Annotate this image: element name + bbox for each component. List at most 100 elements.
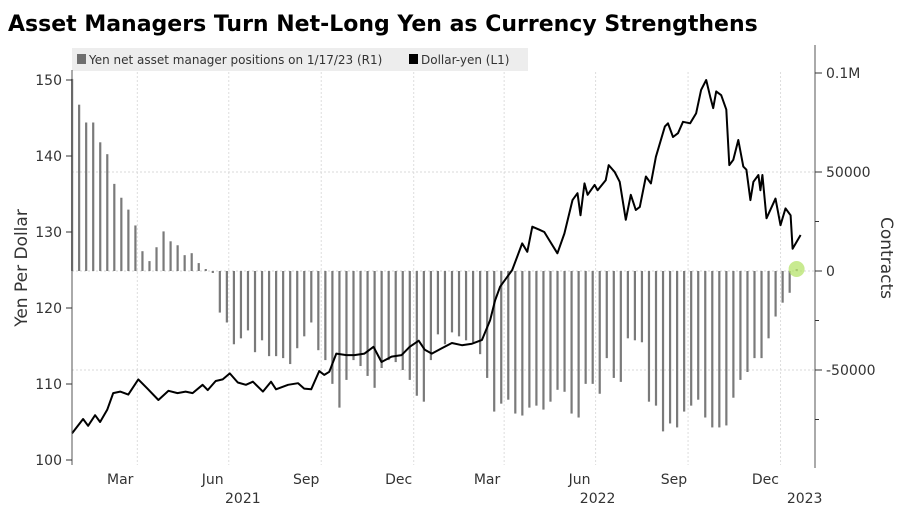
position-bar xyxy=(570,271,573,414)
position-bar xyxy=(676,271,679,428)
position-bar xyxy=(127,209,130,271)
position-bar xyxy=(422,271,425,402)
position-bar xyxy=(683,271,686,412)
x-month-label: Jun xyxy=(568,472,591,488)
position-bar xyxy=(746,271,749,372)
position-bar xyxy=(246,271,250,331)
position-bar xyxy=(640,271,644,343)
position-bar xyxy=(619,271,622,382)
position-bar xyxy=(275,271,278,357)
position-bar xyxy=(711,271,714,428)
position-bar xyxy=(99,142,102,271)
position-bar xyxy=(753,271,756,359)
position-bar xyxy=(282,271,285,359)
position-bar xyxy=(380,271,383,369)
position-bar xyxy=(493,271,496,412)
position-bar xyxy=(169,241,172,271)
position-bar xyxy=(408,271,411,380)
left-tick-label: 140 xyxy=(35,149,62,165)
position-bar xyxy=(549,271,552,402)
position-bar xyxy=(598,271,601,394)
x-month-label: Mar xyxy=(107,472,134,488)
x-month-label: Dec xyxy=(752,472,779,488)
x-month-label: Jun xyxy=(201,472,224,488)
x-month-label: Mar xyxy=(474,472,501,488)
position-bar xyxy=(183,255,186,271)
position-bar xyxy=(120,197,123,271)
position-bar xyxy=(366,271,369,376)
position-bar xyxy=(556,271,559,390)
x-month-label: Sep xyxy=(661,472,688,488)
left-tick-label: 130 xyxy=(35,225,62,241)
position-bar xyxy=(345,271,348,380)
position-bar xyxy=(239,271,243,339)
position-bar xyxy=(134,225,137,271)
position-bar xyxy=(373,271,376,388)
position-bar xyxy=(767,271,770,339)
position-bar xyxy=(704,271,707,418)
position-bar xyxy=(204,269,207,271)
chart-title: Asset Managers Turn Net-Long Yen as Curr… xyxy=(8,12,758,37)
position-bar xyxy=(176,245,179,271)
position-bar xyxy=(697,271,700,400)
right-axis-ticks: 0.1M 50000 0 -50000 xyxy=(815,66,876,420)
position-bar xyxy=(92,122,95,271)
left-tick-label: 150 xyxy=(35,73,62,89)
x-month-label: Sep xyxy=(293,472,320,488)
left-tick-label: 100 xyxy=(35,453,62,469)
position-bar xyxy=(577,271,580,418)
position-bar xyxy=(718,271,721,428)
position-bar xyxy=(760,271,763,359)
legend-label-dollar-yen: Dollar-yen (L1) xyxy=(421,53,509,67)
position-bar xyxy=(471,271,475,343)
x-axis-ticks: Mar Jun Sep Dec Mar Jun Sep Dec 2021 2022 2023 xyxy=(107,472,822,507)
position-bar xyxy=(387,271,390,361)
left-axis-ticks: 100 110 120 130 140 150 xyxy=(35,73,72,469)
position-bar xyxy=(267,271,271,357)
position-bar xyxy=(774,271,777,317)
position-bar xyxy=(253,271,257,353)
position-bar xyxy=(612,271,615,378)
position-bar xyxy=(78,104,81,272)
legend-swatch-positions xyxy=(77,54,86,64)
position-bar xyxy=(732,271,735,398)
position-bar xyxy=(429,271,432,361)
position-bar xyxy=(162,231,165,271)
position-bar xyxy=(605,271,608,359)
right-tick-label: 50000 xyxy=(826,165,871,181)
gridlines xyxy=(72,72,815,465)
legend-background xyxy=(72,48,528,71)
position-bar xyxy=(232,271,236,345)
position-bar xyxy=(401,271,404,370)
position-bar xyxy=(317,271,320,351)
position-bar xyxy=(148,261,151,271)
left-axis-label: Yen Per Dollar xyxy=(12,209,32,328)
position-bar xyxy=(626,271,629,339)
position-bar xyxy=(690,271,693,406)
x-year-label: 2021 xyxy=(225,491,261,507)
position-bar xyxy=(661,271,665,432)
position-bar xyxy=(654,271,658,406)
position-bar xyxy=(303,271,306,337)
position-bar xyxy=(211,271,214,273)
left-tick-label: 120 xyxy=(35,301,62,317)
position-bar xyxy=(781,271,784,303)
legend-swatch-dollar-yen xyxy=(409,54,418,64)
position-bar xyxy=(633,271,636,341)
position-bar xyxy=(436,271,440,335)
positions-bars xyxy=(71,78,798,432)
position-bar xyxy=(535,271,538,406)
position-bar xyxy=(225,271,228,323)
position-bar xyxy=(359,271,362,367)
position-bar xyxy=(324,271,327,361)
position-bar xyxy=(668,271,672,424)
position-bar xyxy=(647,271,651,402)
legend-label-positions: Yen net asset manager positions on 1/17/… xyxy=(88,53,382,67)
legend: Yen net asset manager positions on 1/17/… xyxy=(72,48,528,71)
position-bar xyxy=(788,271,791,293)
position-bar xyxy=(563,271,566,392)
position-bar xyxy=(331,271,334,384)
position-bar xyxy=(500,271,503,404)
position-bar xyxy=(450,271,454,333)
